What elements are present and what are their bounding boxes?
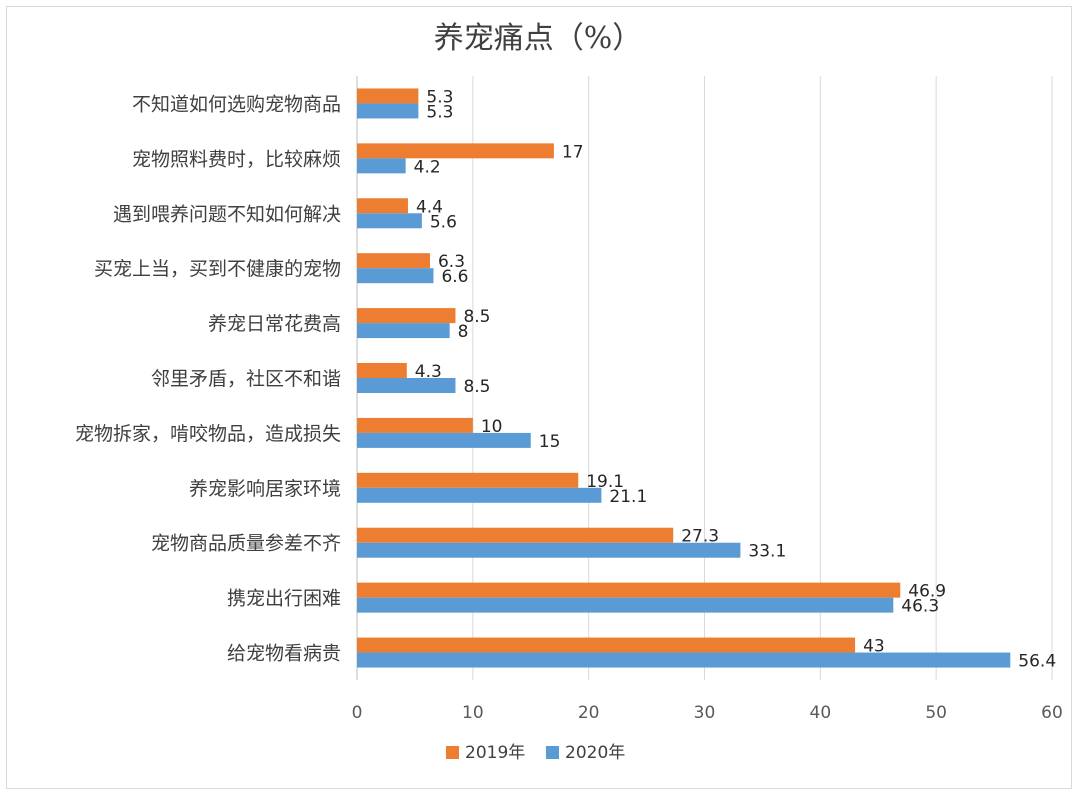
bar-2019 — [357, 88, 419, 104]
data-label: 19.1 — [586, 472, 624, 492]
data-label: 56.4 — [1018, 652, 1056, 672]
bars — [357, 88, 1011, 668]
bar-2020 — [357, 103, 419, 119]
bar-2019 — [357, 582, 901, 598]
data-label: 43 — [863, 637, 885, 657]
category-label: 宠物商品质量参差不齐 — [151, 533, 341, 555]
x-tick-label: 0 — [352, 703, 363, 723]
data-label: 15 — [539, 432, 561, 452]
data-label: 5.3 — [426, 102, 453, 122]
data-label: 46.9 — [908, 582, 946, 602]
data-label: 33.1 — [748, 542, 786, 562]
bar-2020 — [357, 432, 531, 448]
category-label: 宠物照料费时，比较麻烦 — [132, 148, 341, 170]
data-label: 5.6 — [430, 212, 457, 232]
category-label: 养宠日常花费高 — [208, 313, 341, 335]
legend-label: 2020年 — [565, 743, 625, 763]
category-label: 遇到喂养问题不知如何解决 — [113, 203, 341, 225]
bar-2019 — [357, 308, 456, 324]
category-label: 买宠上当，买到不健康的宠物 — [94, 258, 341, 280]
legend-label: 2019年 — [465, 743, 525, 763]
data-label: 4.3 — [415, 362, 442, 382]
bar-2019 — [357, 363, 407, 378]
category-label: 携宠出行困难 — [227, 588, 341, 610]
x-tick-label: 10 — [462, 703, 484, 723]
x-tick-labels: 0 10 20 30 40 50 60 — [352, 703, 1063, 723]
data-label: 21.1 — [609, 487, 647, 507]
bar-2019 — [357, 527, 674, 543]
bar-2020 — [357, 597, 894, 613]
data-label: 4.2 — [414, 157, 441, 177]
bar-2020 — [357, 542, 741, 558]
category-label: 宠物拆家，啃咬物品，造成损失 — [75, 423, 341, 445]
data-label: 8.5 — [463, 307, 490, 327]
data-label: 8.5 — [463, 377, 490, 397]
bar-2019 — [357, 417, 473, 433]
data-label: 5.3 — [426, 87, 453, 107]
bar-2020 — [357, 268, 434, 284]
category-labels: 不知道如何选购宠物商品宠物照料费时，比较麻烦遇到喂养问题不知如何解决买宠上当，买… — [75, 93, 341, 664]
legend-swatch — [446, 746, 459, 759]
bar-2020 — [357, 158, 406, 174]
x-tick-label: 40 — [810, 703, 832, 723]
data-label: 4.4 — [416, 197, 443, 217]
legend: 2019年 2020年 — [446, 743, 625, 763]
data-label: 10 — [481, 417, 503, 437]
category-label: 养宠影响居家环境 — [189, 478, 341, 500]
bar-2020 — [357, 378, 456, 393]
chart-title: 养宠痛点（%） — [434, 21, 643, 56]
data-label: 17 — [562, 142, 584, 162]
bar-2020 — [357, 487, 602, 503]
data-label: 6.3 — [438, 252, 465, 272]
x-tick-label: 60 — [1041, 703, 1063, 723]
data-label: 8 — [458, 322, 469, 342]
bar-2019 — [357, 198, 408, 214]
bar-2019 — [357, 472, 579, 488]
data-label: 27.3 — [681, 527, 719, 547]
data-labels: 5.35.3174.24.45.66.36.68.584.38.5101519.… — [414, 87, 1057, 671]
category-label: 给宠物看病贵 — [227, 643, 341, 665]
data-label: 6.6 — [441, 267, 468, 287]
x-tick-label: 30 — [694, 703, 716, 723]
bar-2019 — [357, 637, 856, 653]
category-label: 邻里矛盾，社区不和谐 — [151, 368, 341, 390]
x-tick-label: 20 — [578, 703, 600, 723]
bar-2019 — [357, 143, 554, 159]
category-label: 不知道如何选购宠物商品 — [132, 93, 341, 115]
bar-2020 — [357, 213, 422, 229]
legend-swatch — [546, 746, 559, 759]
x-tick-label: 50 — [925, 703, 947, 723]
gridlines — [356, 76, 1053, 680]
bar-2020 — [357, 323, 450, 339]
bar-2019 — [357, 253, 430, 269]
bar-2020 — [357, 652, 1011, 668]
data-label: 46.3 — [901, 597, 939, 617]
